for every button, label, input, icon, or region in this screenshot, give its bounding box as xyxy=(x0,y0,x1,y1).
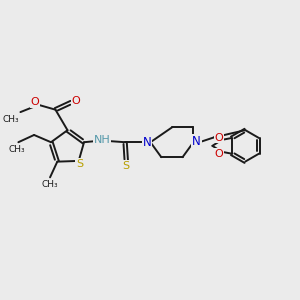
Text: N: N xyxy=(192,135,201,148)
Text: S: S xyxy=(123,161,130,171)
Text: O: O xyxy=(72,96,80,106)
Text: NH: NH xyxy=(94,135,110,145)
Text: S: S xyxy=(76,159,83,169)
Text: CH₃: CH₃ xyxy=(3,115,19,124)
Text: N: N xyxy=(142,136,151,149)
Text: O: O xyxy=(215,133,224,142)
Text: CH₃: CH₃ xyxy=(9,145,26,154)
Text: O: O xyxy=(215,149,224,159)
Text: CH₃: CH₃ xyxy=(42,180,58,189)
Text: O: O xyxy=(31,98,39,107)
